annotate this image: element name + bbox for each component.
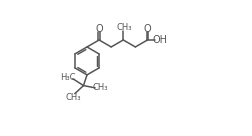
Text: O: O (95, 24, 103, 34)
Text: O: O (143, 24, 151, 34)
Text: CH₃: CH₃ (116, 23, 131, 32)
Text: CH₃: CH₃ (66, 93, 81, 102)
Text: CH₃: CH₃ (92, 83, 108, 92)
Text: H₃C: H₃C (59, 73, 75, 82)
Text: OH: OH (152, 35, 167, 45)
